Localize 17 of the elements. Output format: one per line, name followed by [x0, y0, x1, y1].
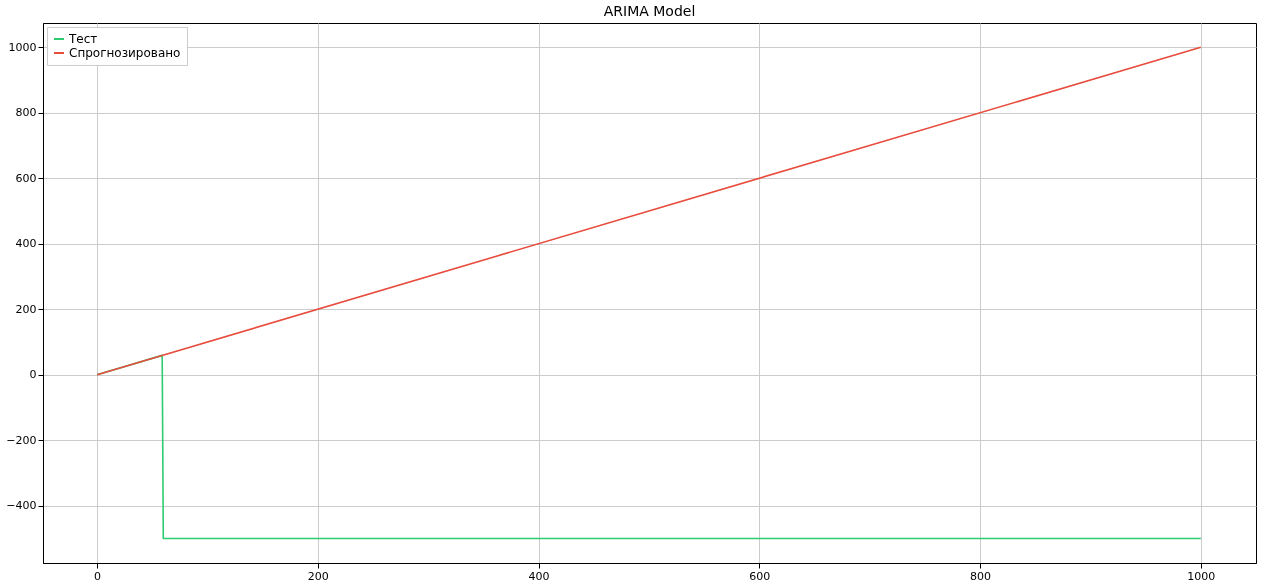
y-tick-label: 1000 [8, 40, 37, 54]
y-tick-label: 400 [15, 237, 37, 251]
legend-label: Тест [68, 32, 98, 46]
y-tick-label: −200 [6, 433, 37, 447]
x-tick-label: 200 [307, 569, 329, 583]
x-tick-label: 1000 [1187, 569, 1216, 583]
x-tick-label: 0 [94, 569, 102, 583]
x-tick-label: 800 [970, 569, 992, 583]
y-tick-label: 600 [15, 171, 37, 185]
y-tick-label: 200 [15, 302, 37, 316]
legend-label: Спрогнозировано [69, 46, 181, 60]
y-tick-label: −400 [6, 499, 37, 513]
y-tick-label: 0 [29, 368, 37, 382]
x-tick-label: 600 [749, 569, 771, 583]
chart-title: ARIMA Model [603, 3, 696, 19]
y-tick-label: 800 [15, 106, 37, 120]
x-tick-label: 400 [528, 569, 550, 583]
